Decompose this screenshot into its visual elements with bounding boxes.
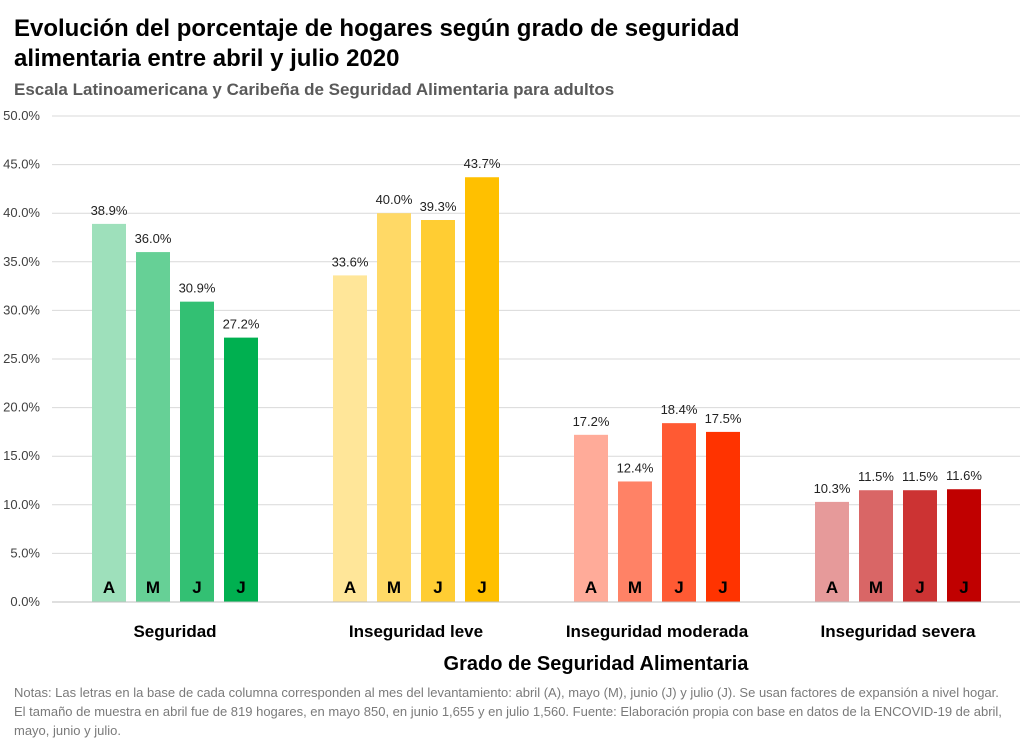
bar (333, 275, 367, 602)
month-letter: J (959, 578, 968, 597)
data-label: 30.9% (179, 281, 216, 296)
month-letter: M (387, 578, 401, 597)
bar (92, 223, 126, 602)
category-label: Inseguridad leve (349, 622, 483, 641)
y-tick-label: 25.0% (3, 351, 40, 366)
bar (903, 490, 937, 602)
bar-group-1: 33.6% A 40.0% M 39.3% J 43.7% J (332, 156, 501, 602)
data-label: 11.6% (946, 468, 982, 483)
data-label: 11.5% (858, 469, 894, 484)
bar (136, 252, 170, 602)
y-tick-label: 45.0% (3, 157, 40, 172)
y-tick-label: 35.0% (3, 254, 40, 269)
month-letter: M (869, 578, 883, 597)
data-label: 27.2% (223, 317, 260, 332)
y-tick-label: 10.0% (3, 497, 40, 512)
chart-title: Evolución del porcentaje de hogares segú… (14, 14, 1014, 74)
month-letter: J (433, 578, 442, 597)
month-letter: J (477, 578, 486, 597)
bar-chart: 0.0% 5.0% 10.0% 15.0% 20.0% 25.0% 30.0% 35.0% 40… (3, 108, 1020, 675)
y-tick-label: 20.0% (3, 400, 40, 415)
chart-subtitle: Escala Latinoamericana y Caribeña de Seg… (14, 80, 615, 99)
y-tick-label: 5.0% (10, 545, 40, 560)
bar (706, 431, 740, 602)
data-label: 12.4% (617, 460, 654, 475)
month-letter: J (674, 578, 683, 597)
data-label: 40.0% (376, 192, 413, 207)
y-tick-label: 50.0% (3, 108, 40, 123)
y-tick-label: 40.0% (3, 205, 40, 220)
category-labels: Seguridad Inseguridad leve Inseguridad mod… (133, 622, 976, 641)
data-label: 10.3% (814, 481, 851, 496)
data-label: 18.4% (661, 402, 698, 417)
data-label: 11.5% (902, 469, 938, 484)
month-letter: A (826, 578, 838, 597)
data-label: 43.7% (464, 156, 501, 171)
bar (465, 177, 499, 602)
data-label: 38.9% (91, 203, 128, 218)
chart-title-line-2: alimentaria entre abril y julio 2020 (14, 45, 400, 72)
data-label: 17.2% (573, 414, 610, 429)
month-letter: A (344, 578, 356, 597)
month-letter: A (103, 578, 115, 597)
bar-group-2: 17.2% A 12.4% M 18.4% J 17.5% J (573, 402, 742, 602)
data-label: 17.5% (705, 411, 742, 426)
chart-title-line-1: Evolución del porcentaje de hogares segú… (14, 15, 740, 42)
bar (377, 213, 411, 602)
month-letter: J (236, 578, 245, 597)
month-letter: M (628, 578, 642, 597)
chart-notes: Notas: Las letras en la base de cada col… (14, 685, 1002, 738)
bar (574, 434, 608, 602)
month-letter: J (915, 578, 924, 597)
bar (180, 301, 214, 602)
bars: 38.9% A 36.0% M 30.9% J 27.2% J 33.6% A 40.0% M 39.3… (91, 156, 982, 602)
bar (815, 501, 849, 602)
month-letter: A (585, 578, 597, 597)
y-axis-ticks: 0.0% 5.0% 10.0% 15.0% 20.0% 25.0% 30.0% 35.0% 40… (3, 108, 40, 609)
x-axis-title: Grado de Seguridad Alimentaria (444, 653, 750, 675)
data-label: 36.0% (135, 231, 172, 246)
y-tick-label: 15.0% (3, 448, 40, 463)
y-tick-label: 0.0% (10, 594, 40, 609)
month-letter: M (146, 578, 160, 597)
bar (421, 220, 455, 602)
month-letter: J (718, 578, 727, 597)
y-tick-label: 30.0% (3, 302, 40, 317)
month-letter: J (192, 578, 201, 597)
bar (224, 337, 258, 602)
category-label: Inseguridad moderada (566, 622, 749, 641)
bar (859, 490, 893, 602)
bar (618, 481, 652, 602)
bar-group-3: 10.3% A 11.5% M 11.5% J 11.6% J (814, 468, 982, 602)
category-label: Inseguridad severa (821, 622, 977, 641)
bar (947, 489, 981, 602)
bar-group-0: 38.9% A 36.0% M 30.9% J 27.2% J (91, 203, 260, 602)
bar (662, 423, 696, 602)
data-label: 33.6% (332, 254, 369, 269)
category-label: Seguridad (133, 622, 216, 641)
data-label: 39.3% (420, 199, 457, 214)
